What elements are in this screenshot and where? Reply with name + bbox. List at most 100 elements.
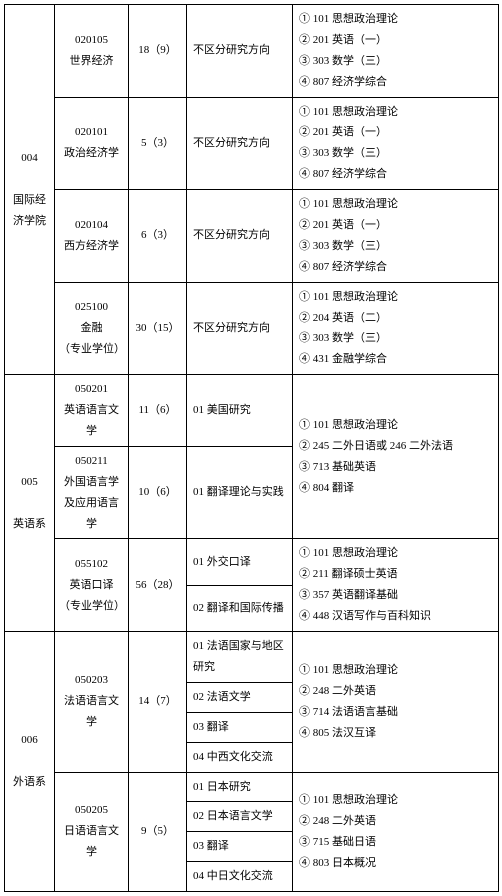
exam-cell: ① 101 思想政治理论 ② 201 英语（一） ③ 303 数学（三） ④ 8…: [293, 190, 499, 283]
direction-cell: 02 日本语言文学: [187, 802, 293, 832]
exam-line: ② 248 二外英语: [299, 681, 494, 702]
dept-cell-004: 004 国际经济学院: [5, 5, 55, 375]
direction-cell: 不区分研究方向: [187, 190, 293, 283]
exam-cell: ① 101 思想政治理论 ② 204 英语（二） ③ 303 数学（三） ④ 4…: [293, 282, 499, 375]
major-cell: 050203 法语语言文学: [55, 632, 129, 772]
major-name: 政治经济学: [64, 147, 119, 159]
major-code: 055102: [75, 558, 108, 570]
major-code: 020104: [75, 219, 108, 231]
direction-cell: 不区分研究方向: [187, 5, 293, 98]
dept-name: 外语系: [13, 776, 46, 788]
exam-line: ③ 357 英语翻译基础: [299, 585, 494, 606]
exam-line: ④ 804 翻译: [299, 478, 494, 499]
direction-cell: 04 中日文化交流: [187, 862, 293, 892]
exam-cell: ① 101 思想政治理论 ② 201 英语（一） ③ 303 数学（三） ④ 8…: [293, 5, 499, 98]
exam-line: ① 101 思想政治理论: [299, 543, 494, 564]
dept-cell-005: 005 英语系: [5, 375, 55, 632]
exam-cell: ① 101 思想政治理论 ② 248 二外英语 ③ 715 基础日语 ④ 803…: [293, 772, 499, 892]
quota-cell: 30（15）: [129, 282, 187, 375]
dept-name: 英语系: [13, 518, 46, 530]
exam-line: ④ 805 法汉互译: [299, 723, 494, 744]
exam-line: ① 101 思想政治理论: [299, 287, 494, 308]
major-cell: 020101 政治经济学: [55, 97, 129, 190]
quota-cell: 56（28）: [129, 539, 187, 632]
major-name: 世界经济: [70, 55, 114, 67]
exam-line: ③ 715 基础日语: [299, 832, 494, 853]
exam-line: ① 101 思想政治理论: [299, 102, 494, 123]
major-note: （专业学位）: [59, 600, 125, 612]
exam-line: ③ 714 法语语言基础: [299, 702, 494, 723]
exam-line: ③ 303 数学（三）: [299, 51, 494, 72]
exam-line: ④ 807 经济学综合: [299, 257, 494, 278]
exam-line: ③ 303 数学（三）: [299, 328, 494, 349]
direction-cell: 02 翻译和国际传播: [187, 585, 293, 631]
quota-cell: 10（6）: [129, 446, 187, 539]
dept-cell-006: 006 外语系: [5, 632, 55, 892]
quota-cell: 18（9）: [129, 5, 187, 98]
exam-cell: ① 101 思想政治理论 ② 245 二外日语或 246 二外法语 ③ 713 …: [293, 375, 499, 539]
major-name: 日语语言文学: [64, 825, 119, 858]
direction-cell: 02 法语文学: [187, 682, 293, 712]
dept-code: 005: [21, 476, 38, 488]
major-cell: 020105 世界经济: [55, 5, 129, 98]
exam-line: ② 201 英语（一）: [299, 122, 494, 143]
dept-code: 004: [21, 152, 38, 164]
quota-cell: 14（7）: [129, 632, 187, 772]
quota-cell: 5（3）: [129, 97, 187, 190]
exam-line: ④ 431 金融学综合: [299, 349, 494, 370]
exam-line: ① 101 思想政治理论: [299, 660, 494, 681]
quota-cell: 6（3）: [129, 190, 187, 283]
major-cell: 020104 西方经济学: [55, 190, 129, 283]
exam-line: ② 201 英语（一）: [299, 215, 494, 236]
exam-line: ② 248 二外英语: [299, 811, 494, 832]
major-name: 西方经济学: [64, 240, 119, 252]
major-name: 英语口译: [70, 579, 114, 591]
major-cell: 050201 英语语言文学: [55, 375, 129, 447]
exam-line: ① 101 思想政治理论: [299, 9, 494, 30]
exam-line: ② 211 翻译硕士英语: [299, 564, 494, 585]
exam-cell: ① 101 思想政治理论 ② 248 二外英语 ③ 714 法语语言基础 ④ 8…: [293, 632, 499, 772]
exam-line: ② 245 二外日语或 246 二外法语: [299, 436, 494, 457]
exam-line: ① 101 思想政治理论: [299, 790, 494, 811]
quota-cell: 11（6）: [129, 375, 187, 447]
exam-line: ④ 803 日本概况: [299, 853, 494, 874]
direction-cell: 01 法语国家与地区研究: [187, 632, 293, 683]
dept-code: 006: [21, 734, 38, 746]
exam-line: ④ 807 经济学综合: [299, 164, 494, 185]
major-code: 020105: [75, 34, 108, 46]
major-cell: 050205 日语语言文学: [55, 772, 129, 892]
exam-line: ③ 303 数学（三）: [299, 236, 494, 257]
direction-cell: 01 美国研究: [187, 375, 293, 447]
major-code: 020101: [75, 126, 108, 138]
direction-cell: 01 日本研究: [187, 772, 293, 802]
direction-cell: 不区分研究方向: [187, 97, 293, 190]
major-cell: 025100 金融 （专业学位）: [55, 282, 129, 375]
major-cell: 050211 外国语言学及应用语言学: [55, 446, 129, 539]
quota-cell: 9（5）: [129, 772, 187, 892]
exam-line: ② 204 英语（二）: [299, 308, 494, 329]
direction-cell: 01 翻译理论与实践: [187, 446, 293, 539]
exam-line: ③ 303 数学（三）: [299, 143, 494, 164]
dept-name: 国际经济学院: [13, 194, 46, 227]
direction-cell: 03 翻译: [187, 832, 293, 862]
direction-cell: 04 中西文化交流: [187, 742, 293, 772]
exam-line: ① 101 思想政治理论: [299, 194, 494, 215]
exam-cell: ① 101 思想政治理论 ② 211 翻译硕士英语 ③ 357 英语翻译基础 ④…: [293, 539, 499, 632]
exam-cell: ① 101 思想政治理论 ② 201 英语（一） ③ 303 数学（三） ④ 8…: [293, 97, 499, 190]
major-name: 外国语言学及应用语言学: [64, 476, 119, 530]
major-code: 025100: [75, 301, 108, 313]
major-code: 050201: [75, 383, 108, 395]
direction-cell: 03 翻译: [187, 712, 293, 742]
direction-cell: 不区分研究方向: [187, 282, 293, 375]
major-code: 050203: [75, 674, 108, 686]
exam-line: ③ 713 基础英语: [299, 457, 494, 478]
major-name: 金融: [81, 322, 103, 334]
exam-line: ① 101 思想政治理论: [299, 415, 494, 436]
major-name: 英语语言文学: [64, 404, 119, 437]
major-name: 法语语言文学: [64, 695, 119, 728]
exam-line: ④ 448 汉语写作与百科知识: [299, 606, 494, 627]
major-code: 050205: [75, 804, 108, 816]
direction-cell: 01 外交口译: [187, 539, 293, 585]
major-code: 050211: [75, 455, 108, 467]
major-note: （专业学位）: [59, 343, 125, 355]
